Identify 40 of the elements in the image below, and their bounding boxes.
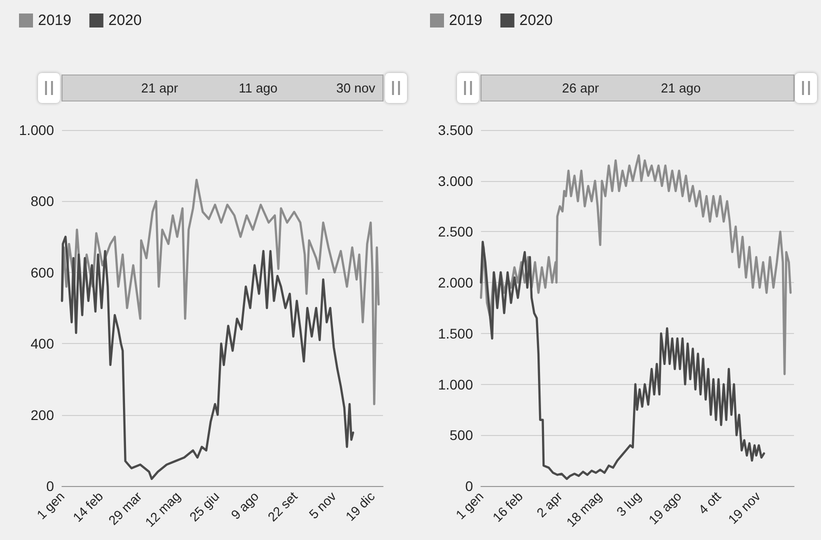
y-tick-label: 400 — [30, 336, 54, 352]
x-tick-label: 18 mag — [562, 488, 604, 530]
y-tick-label: 1.000 — [18, 122, 54, 138]
x-tick-label: 19 ago — [645, 488, 684, 528]
y-tick-label: 0 — [46, 478, 54, 494]
x2-tick-label: 21 apr — [141, 80, 179, 96]
y-tick-label: 2.500 — [437, 224, 473, 240]
x2-tick-label: 21 ago — [660, 80, 700, 96]
y-tick-label: 1.500 — [437, 325, 473, 342]
x-tick-label: 3 lug — [613, 488, 644, 520]
x2-tick-label: 26 apr — [562, 80, 600, 96]
x2-tick-label: 11 ago — [238, 80, 278, 96]
y-tick-label: 500 — [449, 427, 473, 444]
y-tick-label: 3.000 — [437, 172, 473, 189]
legend-label: 2019 — [448, 12, 482, 29]
x2-tick-label: 30 nov — [336, 80, 376, 96]
line-series — [479, 154, 792, 376]
y-tick-label: 2.000 — [437, 274, 473, 291]
line-series — [479, 240, 765, 480]
line-series — [60, 178, 380, 406]
y-tick-label: 200 — [30, 406, 54, 423]
x-tick-label: 19 nov — [724, 488, 764, 527]
y-tick-label: 1.000 — [437, 376, 473, 392]
y-tick-label: 600 — [30, 264, 54, 280]
x-tick-label: 5 nov — [306, 488, 340, 522]
legend-label: 2019 — [38, 12, 72, 29]
x-tick-label: 22 set — [264, 488, 301, 524]
x-tick-label: 16 feb — [489, 488, 526, 525]
legend-label: 2020 — [518, 12, 552, 29]
y-tick-label: 3.500 — [437, 122, 473, 138]
x-tick-label: 25 giu — [186, 488, 222, 524]
legend-label: 2020 — [108, 12, 142, 29]
x-tick-label: 14 feb — [70, 488, 106, 525]
y-tick-label: 0 — [464, 478, 473, 494]
x-tick-label: 9 ago — [228, 488, 262, 522]
x-tick-label: 19 dic — [342, 488, 378, 524]
y-tick-label: 800 — [30, 193, 54, 210]
x-tick-label: 4 ott — [694, 488, 724, 518]
x-tick-label: 2 apr — [533, 488, 566, 520]
line-series — [60, 236, 354, 480]
